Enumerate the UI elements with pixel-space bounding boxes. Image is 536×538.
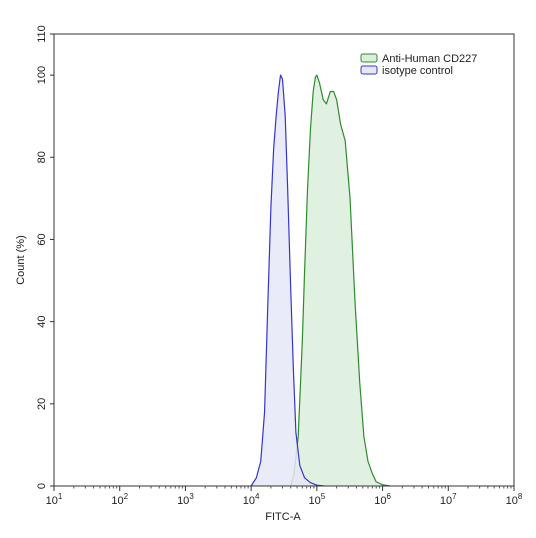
legend-swatch-anti-human-cd227 [360, 53, 378, 63]
y-tick-label: 0 [36, 483, 48, 489]
y-tick-label: 60 [36, 233, 48, 245]
legend: Anti-Human CD227 isotype control [360, 53, 477, 77]
y-tick-label: 100 [36, 66, 48, 84]
series-line-isotype-control [250, 74, 325, 487]
y-axis-title: Count (%) [15, 235, 27, 285]
x-tick-label: 107 [440, 492, 457, 507]
x-tick-label: 101 [46, 492, 63, 507]
y-axis-ticks: 0 20 40 60 80 100 110 [36, 25, 54, 489]
x-tick-label: 105 [309, 492, 326, 507]
series-area-anti-human-cd227 [290, 75, 391, 486]
x-tick-label: 102 [111, 492, 128, 507]
x-tick-label: 104 [243, 492, 260, 507]
y-tick-label: 110 [36, 25, 48, 43]
x-axis-ticks: 101 102 103 104 105 106 107 108 [46, 486, 523, 507]
y-tick-label: 80 [36, 151, 48, 163]
series-area-isotype-control [251, 75, 325, 486]
x-axis-title: FITC-A [265, 511, 301, 523]
legend-swatch-isotype-control [360, 65, 378, 75]
y-tick-label: 20 [36, 398, 48, 410]
plot-area: 0 20 40 60 80 100 110 101 102 103 104 105 106 107 108 [36, 25, 523, 507]
x-tick-label: 108 [506, 492, 523, 507]
series-layer [250, 74, 391, 487]
legend-label-anti-human-cd227: Anti-Human CD227 [382, 53, 477, 65]
legend-label-isotype-control: isotype control [382, 65, 453, 77]
plot-frame [53, 33, 515, 487]
x-tick-label: 106 [374, 492, 391, 507]
series-line-anti-human-cd227 [290, 74, 391, 487]
x-tick-label: 103 [177, 492, 194, 507]
y-tick-label: 40 [36, 316, 48, 328]
